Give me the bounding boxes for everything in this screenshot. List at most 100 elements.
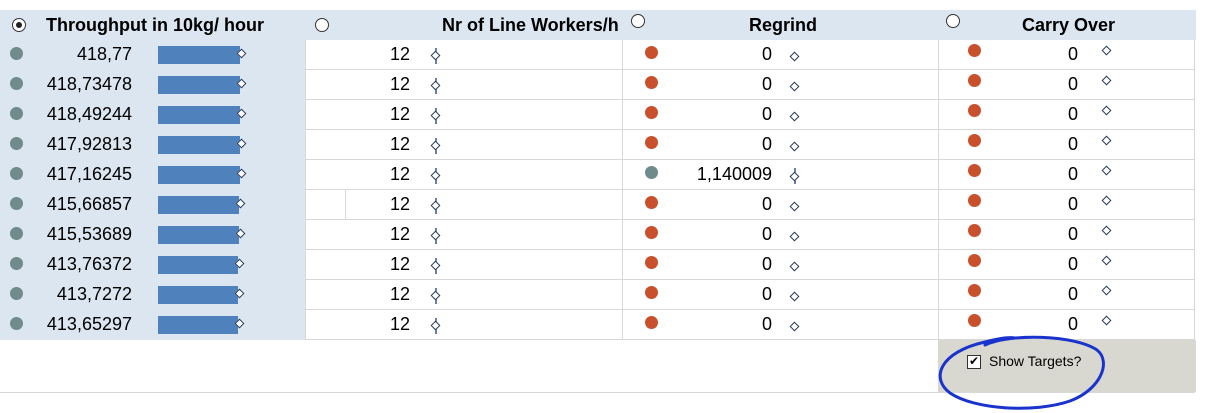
- carry-over-value: 0: [1067, 104, 1078, 124]
- carry-over-value: 0: [1067, 314, 1078, 334]
- regrind-status-icon: [645, 196, 658, 209]
- regrind-header: Regrind: [749, 14, 818, 35]
- regrind-status-icon: [645, 76, 658, 89]
- row-divider: [305, 129, 1195, 130]
- workers-value: 12: [389, 284, 410, 304]
- regrind-value: 0: [761, 224, 772, 244]
- workers-value: 12: [389, 224, 410, 244]
- carry-over-status-icon: [968, 284, 981, 297]
- target-marker-icon: [430, 320, 441, 331]
- target-marker-icon: [1101, 255, 1112, 266]
- column-divider: [622, 40, 623, 340]
- status-indicator-icon: [10, 227, 23, 240]
- status-indicator-icon: [10, 77, 23, 90]
- carry-over-value: 0: [1067, 44, 1078, 64]
- carry-over-status-icon: [968, 224, 981, 237]
- target-marker-icon: [430, 200, 441, 211]
- target-marker-icon: [1101, 105, 1112, 116]
- target-marker-icon: [789, 141, 800, 152]
- workers-value: 12: [389, 194, 410, 214]
- throughput-header: Throughput in 10kg/ hour: [46, 14, 264, 35]
- target-marker-icon: [430, 230, 441, 241]
- workers-value: 12: [389, 104, 410, 124]
- throughput-databar: [158, 166, 240, 184]
- carry-over-value: 0: [1067, 284, 1078, 304]
- status-indicator-icon: [10, 107, 23, 120]
- column-divider: [938, 40, 939, 340]
- carry-over-status-icon: [968, 254, 981, 267]
- row-divider: [305, 279, 1195, 280]
- workers-value: 12: [389, 74, 410, 94]
- throughput-databar: [158, 136, 240, 154]
- workers-value: 12: [389, 134, 410, 154]
- target-marker-icon: [789, 291, 800, 302]
- row-divider: [305, 219, 1195, 220]
- regrind-status-icon: [645, 286, 658, 299]
- carry-over-header: Carry Over: [1022, 14, 1116, 35]
- throughput-databar: [158, 196, 239, 214]
- regrind-radio-button[interactable]: [631, 14, 645, 28]
- carry-over-value: 0: [1067, 74, 1078, 94]
- target-marker-icon: [430, 170, 441, 181]
- workers-value: 12: [389, 164, 410, 184]
- regrind-value: 0: [761, 74, 772, 94]
- status-indicator-icon: [10, 317, 23, 330]
- target-marker-icon: [1101, 135, 1112, 146]
- throughput-value: 415,66857: [46, 194, 132, 214]
- row-divider: [305, 339, 1195, 340]
- workers-radio-button[interactable]: [315, 18, 329, 32]
- throughput-databar: [158, 106, 240, 124]
- workers-value: 12: [389, 44, 410, 64]
- carry-over-value: 0: [1067, 254, 1078, 274]
- throughput-value: 418,77: [76, 44, 132, 64]
- throughput-value: 417,92813: [46, 134, 132, 154]
- target-marker-icon: [1101, 45, 1112, 56]
- target-marker-icon: [1101, 195, 1112, 206]
- regrind-status-icon: [645, 46, 658, 59]
- throughput-value: 413,7272: [56, 284, 132, 304]
- target-marker-icon: [430, 290, 441, 301]
- header-band-bg: [305, 10, 1196, 40]
- status-indicator-icon: [10, 47, 23, 60]
- target-marker-icon: [789, 261, 800, 272]
- throughput-column-bg: [0, 10, 305, 340]
- carry-over-status-icon: [968, 134, 981, 147]
- cell-divider: [345, 190, 346, 220]
- row-divider: [305, 159, 1195, 160]
- show-targets-checkbox[interactable]: ✔: [967, 354, 981, 369]
- regrind-status-icon: [645, 166, 658, 179]
- throughput-radio-button[interactable]: [12, 18, 26, 32]
- regrind-status-icon: [645, 136, 658, 149]
- show-targets-label: Show Targets?: [989, 353, 1082, 369]
- target-marker-icon: [1101, 285, 1112, 296]
- column-divider: [1194, 40, 1195, 340]
- workers-header: Nr of Line Workers/h: [442, 14, 619, 35]
- bottom-border: [0, 392, 1195, 393]
- target-marker-icon: [1101, 225, 1112, 236]
- carry-over-status-icon: [968, 44, 981, 57]
- row-divider: [305, 309, 1195, 310]
- throughput-value: 417,16245: [46, 164, 132, 184]
- status-indicator-icon: [10, 167, 23, 180]
- target-marker-icon: [430, 140, 441, 151]
- status-indicator-icon: [10, 197, 23, 210]
- carry-over-value: 0: [1067, 164, 1078, 184]
- target-marker-icon: [430, 110, 441, 121]
- regrind-status-icon: [645, 226, 658, 239]
- target-marker-icon: [430, 50, 441, 61]
- regrind-status-icon: [645, 256, 658, 269]
- target-marker-icon: [789, 111, 800, 122]
- carry-over-value: 0: [1067, 134, 1078, 154]
- carry-over-status-icon: [968, 74, 981, 87]
- carry-over-radio-button[interactable]: [946, 14, 960, 28]
- target-marker-icon: [430, 260, 441, 271]
- throughput-databar: [158, 316, 238, 334]
- throughput-value: 418,49244: [46, 104, 132, 124]
- carry-over-value: 0: [1067, 224, 1078, 244]
- status-indicator-icon: [10, 257, 23, 270]
- throughput-databar: [158, 76, 240, 94]
- throughput-value: 418,73478: [46, 74, 132, 94]
- throughput-databar: [158, 226, 239, 244]
- row-divider: [305, 189, 1195, 190]
